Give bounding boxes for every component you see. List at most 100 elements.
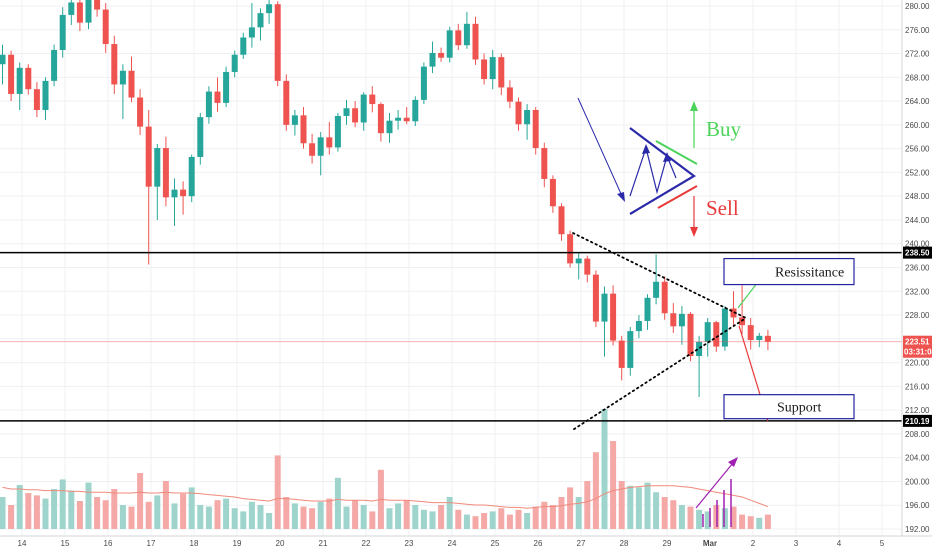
resistance-box-rect [723,257,855,286]
volume-bar [635,487,642,529]
volume-bars [0,409,771,529]
volume-bar [309,508,316,529]
candle [42,77,49,121]
price-tick-label: 208.00 [905,430,930,439]
candle [85,0,92,30]
time-tick-label: 18 [190,539,199,548]
candle-body [721,308,728,347]
candle [0,44,6,85]
candle [489,49,496,90]
volume-bar [240,511,247,529]
price-tick-label: 260.00 [905,121,930,130]
candle [610,285,617,346]
candle-body [68,2,75,15]
candle [386,112,393,143]
price-tick-label: 252.00 [905,168,930,177]
candle-body [644,297,651,321]
volume-bar [532,506,539,529]
candle-body [248,27,255,38]
time-tick-label: 25 [491,539,500,548]
candle-body [764,335,771,342]
time-tick-label: 5 [880,539,885,548]
volume-bar [94,497,101,529]
volume-bar [524,513,531,529]
candle-body [377,104,384,134]
volume-ma-line [2,485,769,509]
candle-body [51,49,58,81]
price-ticks: 280.00 276.00 272.00 268.00 264.00 260.00 256.… [905,2,930,534]
candle-body [395,117,402,121]
candle [429,41,436,74]
candle-body [180,189,187,197]
volume-bar [498,508,505,529]
volume-bar [283,497,290,529]
schematic-zigzag [629,145,677,197]
candle-body [145,126,152,187]
volume-bar [618,481,625,529]
candle-body [85,0,92,23]
volume-bar [420,509,427,529]
candle [137,89,144,135]
price-axis: 280.00 276.00 272.00 268.00 264.00 260.00 256.… [901,0,932,536]
current-price-label: 223.51 [905,338,930,347]
candle [498,53,505,96]
volume-bar [696,509,703,529]
volume-bar [154,495,161,529]
candle-body [489,57,496,80]
candle [119,64,126,119]
candle-body [670,313,677,327]
price-tick-label: 248.00 [905,192,930,201]
candle [455,23,462,50]
volume-bar [463,514,470,529]
rising-volume-arrow [695,462,734,509]
candle [360,92,367,131]
candle [395,110,402,130]
volume-bar [85,482,92,529]
candle [51,44,58,87]
candle-body [678,313,685,327]
candle [756,332,763,348]
volume-bar [627,485,634,529]
candle-body [704,322,711,342]
level-price-tag [903,246,932,259]
time-tick-label: Mar [703,539,717,548]
time-axis: 14 15 16 17 18 19 20 21 22 23 24 25 26 27 28 29 Mar 2 3 4 5 [0,535,932,550]
volume-bar [171,503,178,529]
volume-bar [68,490,75,529]
candle-body [223,71,230,103]
current-price-tag [903,335,932,358]
volume-bar [274,455,281,529]
volume-bar [446,497,453,529]
pattern-schematic: Buy Sell [577,97,742,237]
volume-bar [369,511,376,529]
candle-body [696,341,703,357]
candle [592,270,599,327]
volume-bar [764,514,771,529]
candle [128,56,135,103]
candle [541,142,548,188]
candle [240,32,247,59]
candle-body [266,4,273,14]
volume-bar [343,506,350,529]
candle-body [653,281,660,298]
candle-body [16,67,23,94]
volume-bar [300,506,307,529]
volume-bar [739,514,746,529]
price-tick-label: 244.00 [905,216,930,225]
candle [481,53,488,85]
schematic-zigzag-head2 [663,152,671,162]
time-tick-label: 16 [104,539,113,548]
price-tick-label: 276.00 [905,26,930,35]
volume-bar [33,495,40,529]
volume-bar [360,505,367,529]
volume-bar [326,498,333,529]
candle-body [481,59,488,80]
volume-bar [541,501,548,529]
volume-bar [670,500,677,529]
volume-bar [42,498,49,529]
candle-body [154,148,161,187]
volume-bar [584,481,591,529]
candle [584,255,591,283]
candle [231,50,238,78]
